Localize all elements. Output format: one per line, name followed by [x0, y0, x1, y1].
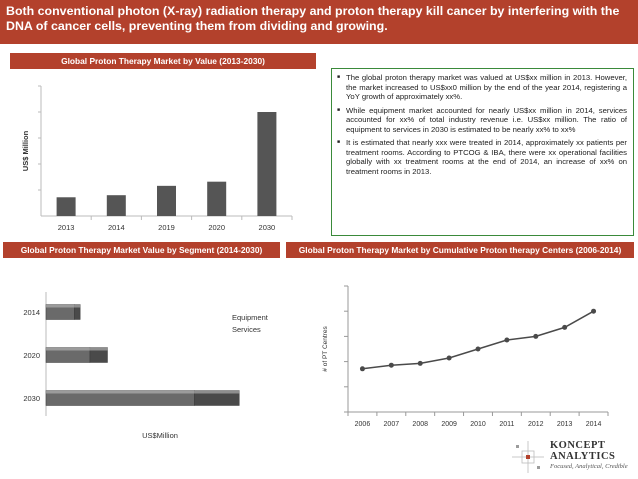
chart2-value-by-segment: 2014 2020 2030 Equipment Services US$Million [23, 292, 269, 440]
chart2-x-axis-label: US$Million [142, 431, 178, 440]
summary-box: The global proton therapy market was val… [331, 68, 634, 236]
chart3-point-2008 [417, 360, 423, 366]
chart3-point-2013 [562, 324, 568, 330]
chart2-title: Global Proton Therapy Market Value by Se… [3, 242, 280, 258]
chart3-x-label-2008: 2008 [412, 421, 428, 428]
chart3-point-2012 [533, 333, 539, 339]
chart1-x-label-2013: 2013 [58, 223, 75, 232]
chart3-x-label-2009: 2009 [441, 421, 457, 428]
summary-bullet-1: The global proton therapy market was val… [337, 73, 627, 102]
chart1-y-axis-label: US$ Million [21, 130, 30, 171]
logo-mark-icon [512, 441, 544, 473]
chart3-x-label-2010: 2010 [470, 421, 486, 428]
chart3-point-2010 [475, 346, 481, 352]
chart2-legend-equipment: Equipment [232, 313, 269, 322]
chart3-x-label-2006: 2006 [355, 421, 371, 428]
koncept-analytics-logo: KONCEPT ANALYTICS Focused, Analytical, C… [510, 437, 636, 477]
chart2-bar-highlight [46, 304, 81, 308]
chart1-x-label-2019: 2019 [158, 223, 175, 232]
chart3-point-2009 [446, 355, 452, 361]
chart1-bar-2013 [56, 197, 76, 216]
chart1-bar-2020 [207, 181, 227, 216]
chart3-x-label-2012: 2012 [528, 421, 544, 428]
chart2-y-label-2030: 2030 [23, 394, 40, 403]
chart1-x-label-2030: 2030 [259, 223, 276, 232]
header-title: Both conventional photon (X-ray) radiati… [0, 0, 638, 44]
chart3-x-label-2013: 2013 [557, 421, 573, 428]
chart1-bar-2019 [157, 185, 176, 216]
logo-name-line2: ANALYTICS [550, 451, 616, 462]
chart3-title: Global Proton Therapy Market by Cumulati… [286, 242, 634, 258]
chart3-x-label-2007: 2007 [384, 421, 400, 428]
chart3-point-2014 [591, 308, 597, 314]
chart2-y-label-2014: 2014 [23, 308, 40, 317]
chart2-y-label-2020: 2020 [23, 351, 40, 360]
chart1-title: Global Proton Therapy Market by Value (2… [10, 53, 316, 69]
chart3-point-2011 [504, 337, 510, 343]
chart2-legend-services: Services [232, 325, 261, 334]
chart3-point-2006 [359, 366, 365, 372]
chart3-x-label-2011: 2011 [499, 421, 514, 428]
chart2-bar-highlight [46, 390, 240, 394]
chart3-x-label-2014: 2014 [586, 421, 602, 428]
chart1-bar-2014 [106, 195, 126, 216]
logo-tagline: Focused, Analytical, Credible [550, 463, 628, 470]
chart1-value-by-year: 2013 2014 2019 2020 2030 US$ Million [21, 85, 293, 232]
chart2-bar-highlight [46, 347, 108, 351]
chart1-bar-2030 [257, 112, 277, 216]
chart3-cumulative-centers: 2006 2007 2008 2009 2010 2011 2012 2013 2014 # of… [322, 285, 609, 428]
chart3-point-2007 [388, 362, 394, 368]
summary-bullet-3: It is estimated that nearly xxx were tre… [337, 138, 627, 176]
chart3-series-line [362, 310, 594, 370]
summary-bullet-2: While equipment market accounted for nea… [337, 106, 627, 135]
chart1-x-label-2014: 2014 [108, 223, 125, 232]
chart1-x-label-2020: 2020 [208, 223, 225, 232]
chart3-y-axis-label: # of PT Centres [322, 326, 329, 372]
logo-name-line1: KONCEPT [550, 440, 606, 451]
